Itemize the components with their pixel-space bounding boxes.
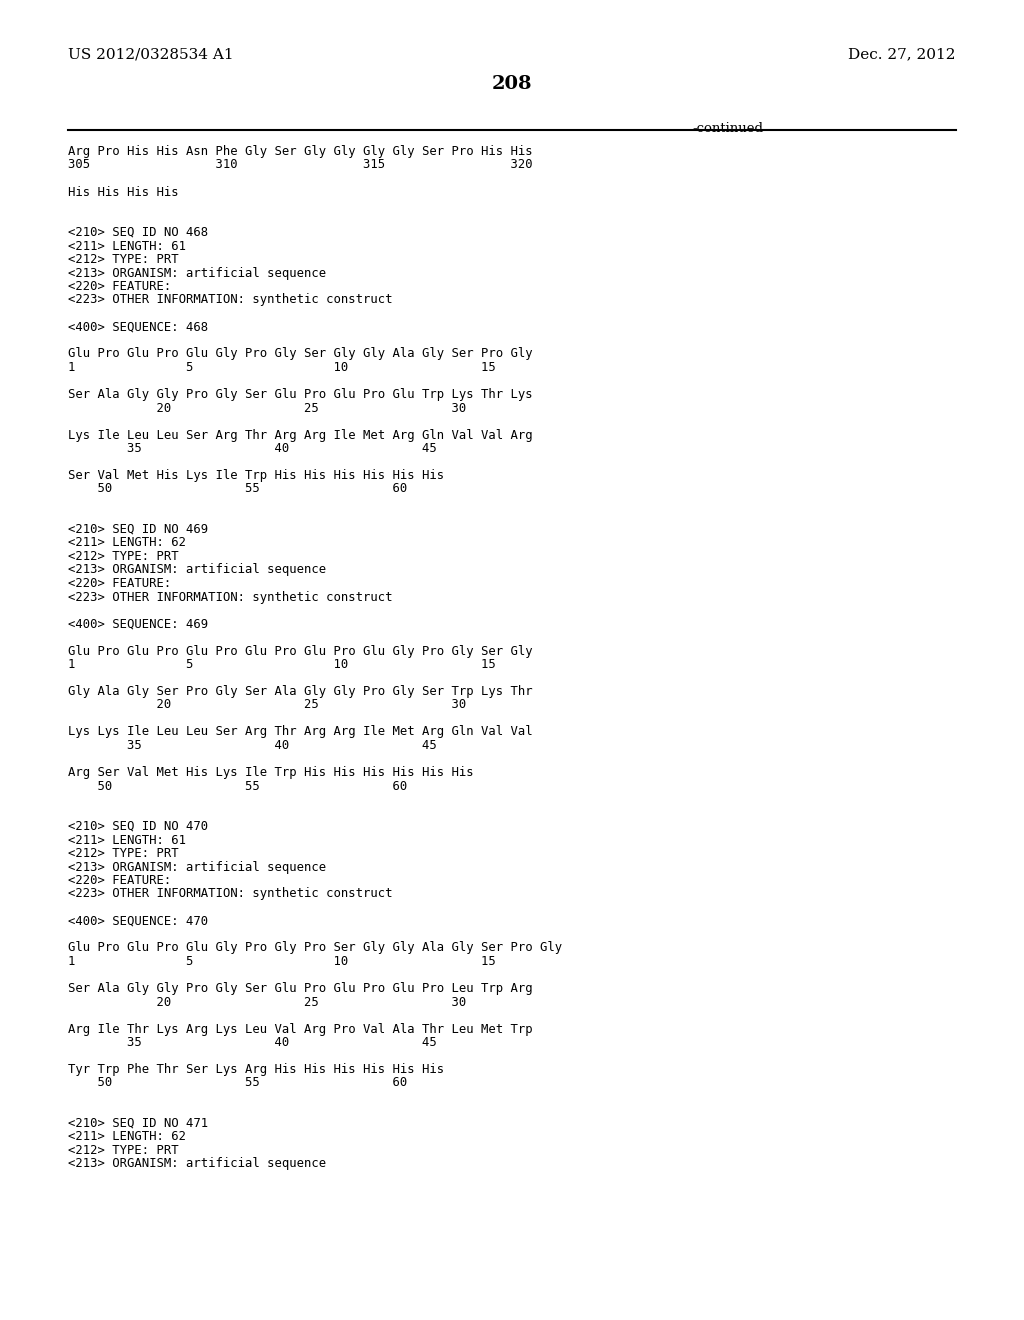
- Text: Ser Val Met His Lys Ile Trp His His His His His His: Ser Val Met His Lys Ile Trp His His His …: [68, 469, 444, 482]
- Text: US 2012/0328534 A1: US 2012/0328534 A1: [68, 48, 233, 61]
- Text: 20                  25                  30: 20 25 30: [68, 698, 466, 711]
- Text: 35                  40                  45: 35 40 45: [68, 739, 437, 752]
- Text: Ser Ala Gly Gly Pro Gly Ser Glu Pro Glu Pro Glu Trp Lys Thr Lys: Ser Ala Gly Gly Pro Gly Ser Glu Pro Glu …: [68, 388, 532, 401]
- Text: Dec. 27, 2012: Dec. 27, 2012: [849, 48, 956, 61]
- Text: 1               5                   10                  15: 1 5 10 15: [68, 657, 496, 671]
- Text: 50                  55                  60: 50 55 60: [68, 1077, 408, 1089]
- Text: Glu Pro Glu Pro Glu Pro Glu Pro Glu Pro Glu Gly Pro Gly Ser Gly: Glu Pro Glu Pro Glu Pro Glu Pro Glu Pro …: [68, 644, 532, 657]
- Text: His His His His: His His His His: [68, 186, 178, 198]
- Text: Ser Ala Gly Gly Pro Gly Ser Glu Pro Glu Pro Glu Pro Leu Trp Arg: Ser Ala Gly Gly Pro Gly Ser Glu Pro Glu …: [68, 982, 532, 995]
- Text: Gly Ala Gly Ser Pro Gly Ser Ala Gly Gly Pro Gly Ser Trp Lys Thr: Gly Ala Gly Ser Pro Gly Ser Ala Gly Gly …: [68, 685, 532, 698]
- Text: <223> OTHER INFORMATION: synthetic construct: <223> OTHER INFORMATION: synthetic const…: [68, 887, 392, 900]
- Text: <211> LENGTH: 62: <211> LENGTH: 62: [68, 1130, 186, 1143]
- Text: <210> SEQ ID NO 470: <210> SEQ ID NO 470: [68, 820, 208, 833]
- Text: <211> LENGTH: 61: <211> LENGTH: 61: [68, 833, 186, 846]
- Text: <220> FEATURE:: <220> FEATURE:: [68, 577, 171, 590]
- Text: Arg Pro His His Asn Phe Gly Ser Gly Gly Gly Gly Ser Pro His His: Arg Pro His His Asn Phe Gly Ser Gly Gly …: [68, 145, 532, 158]
- Text: 35                  40                  45: 35 40 45: [68, 442, 437, 455]
- Text: 208: 208: [492, 75, 532, 92]
- Text: <212> TYPE: PRT: <212> TYPE: PRT: [68, 550, 178, 564]
- Text: <220> FEATURE:: <220> FEATURE:: [68, 874, 171, 887]
- Text: <213> ORGANISM: artificial sequence: <213> ORGANISM: artificial sequence: [68, 564, 326, 577]
- Text: 50                  55                  60: 50 55 60: [68, 483, 408, 495]
- Text: -continued: -continued: [692, 121, 764, 135]
- Text: <213> ORGANISM: artificial sequence: <213> ORGANISM: artificial sequence: [68, 267, 326, 280]
- Text: 20                  25                  30: 20 25 30: [68, 401, 466, 414]
- Text: <211> LENGTH: 62: <211> LENGTH: 62: [68, 536, 186, 549]
- Text: Glu Pro Glu Pro Glu Gly Pro Gly Ser Gly Gly Ala Gly Ser Pro Gly: Glu Pro Glu Pro Glu Gly Pro Gly Ser Gly …: [68, 347, 532, 360]
- Text: <210> SEQ ID NO 469: <210> SEQ ID NO 469: [68, 523, 208, 536]
- Text: <210> SEQ ID NO 471: <210> SEQ ID NO 471: [68, 1117, 208, 1130]
- Text: Lys Ile Leu Leu Ser Arg Thr Arg Arg Ile Met Arg Gln Val Val Arg: Lys Ile Leu Leu Ser Arg Thr Arg Arg Ile …: [68, 429, 532, 441]
- Text: 305                 310                 315                 320: 305 310 315 320: [68, 158, 532, 172]
- Text: <210> SEQ ID NO 468: <210> SEQ ID NO 468: [68, 226, 208, 239]
- Text: <212> TYPE: PRT: <212> TYPE: PRT: [68, 253, 178, 267]
- Text: <212> TYPE: PRT: <212> TYPE: PRT: [68, 1144, 178, 1158]
- Text: 1               5                   10                  15: 1 5 10 15: [68, 360, 496, 374]
- Text: 1               5                   10                  15: 1 5 10 15: [68, 954, 496, 968]
- Text: <223> OTHER INFORMATION: synthetic construct: <223> OTHER INFORMATION: synthetic const…: [68, 590, 392, 603]
- Text: <213> ORGANISM: artificial sequence: <213> ORGANISM: artificial sequence: [68, 861, 326, 874]
- Text: Lys Lys Ile Leu Leu Ser Arg Thr Arg Arg Ile Met Arg Gln Val Val: Lys Lys Ile Leu Leu Ser Arg Thr Arg Arg …: [68, 726, 532, 738]
- Text: 20                  25                  30: 20 25 30: [68, 995, 466, 1008]
- Text: <213> ORGANISM: artificial sequence: <213> ORGANISM: artificial sequence: [68, 1158, 326, 1171]
- Text: <400> SEQUENCE: 469: <400> SEQUENCE: 469: [68, 618, 208, 631]
- Text: <223> OTHER INFORMATION: synthetic construct: <223> OTHER INFORMATION: synthetic const…: [68, 293, 392, 306]
- Text: Arg Ile Thr Lys Arg Lys Leu Val Arg Pro Val Ala Thr Leu Met Trp: Arg Ile Thr Lys Arg Lys Leu Val Arg Pro …: [68, 1023, 532, 1035]
- Text: Glu Pro Glu Pro Glu Gly Pro Gly Pro Ser Gly Gly Ala Gly Ser Pro Gly: Glu Pro Glu Pro Glu Gly Pro Gly Pro Ser …: [68, 941, 562, 954]
- Text: 50                  55                  60: 50 55 60: [68, 780, 408, 792]
- Text: <212> TYPE: PRT: <212> TYPE: PRT: [68, 847, 178, 861]
- Text: <400> SEQUENCE: 468: <400> SEQUENCE: 468: [68, 321, 208, 334]
- Text: <220> FEATURE:: <220> FEATURE:: [68, 280, 171, 293]
- Text: <211> LENGTH: 61: <211> LENGTH: 61: [68, 239, 186, 252]
- Text: 35                  40                  45: 35 40 45: [68, 1036, 437, 1049]
- Text: <400> SEQUENCE: 470: <400> SEQUENCE: 470: [68, 915, 208, 928]
- Text: Arg Ser Val Met His Lys Ile Trp His His His His His His: Arg Ser Val Met His Lys Ile Trp His His …: [68, 766, 474, 779]
- Text: Tyr Trp Phe Thr Ser Lys Arg His His His His His His: Tyr Trp Phe Thr Ser Lys Arg His His His …: [68, 1063, 444, 1076]
